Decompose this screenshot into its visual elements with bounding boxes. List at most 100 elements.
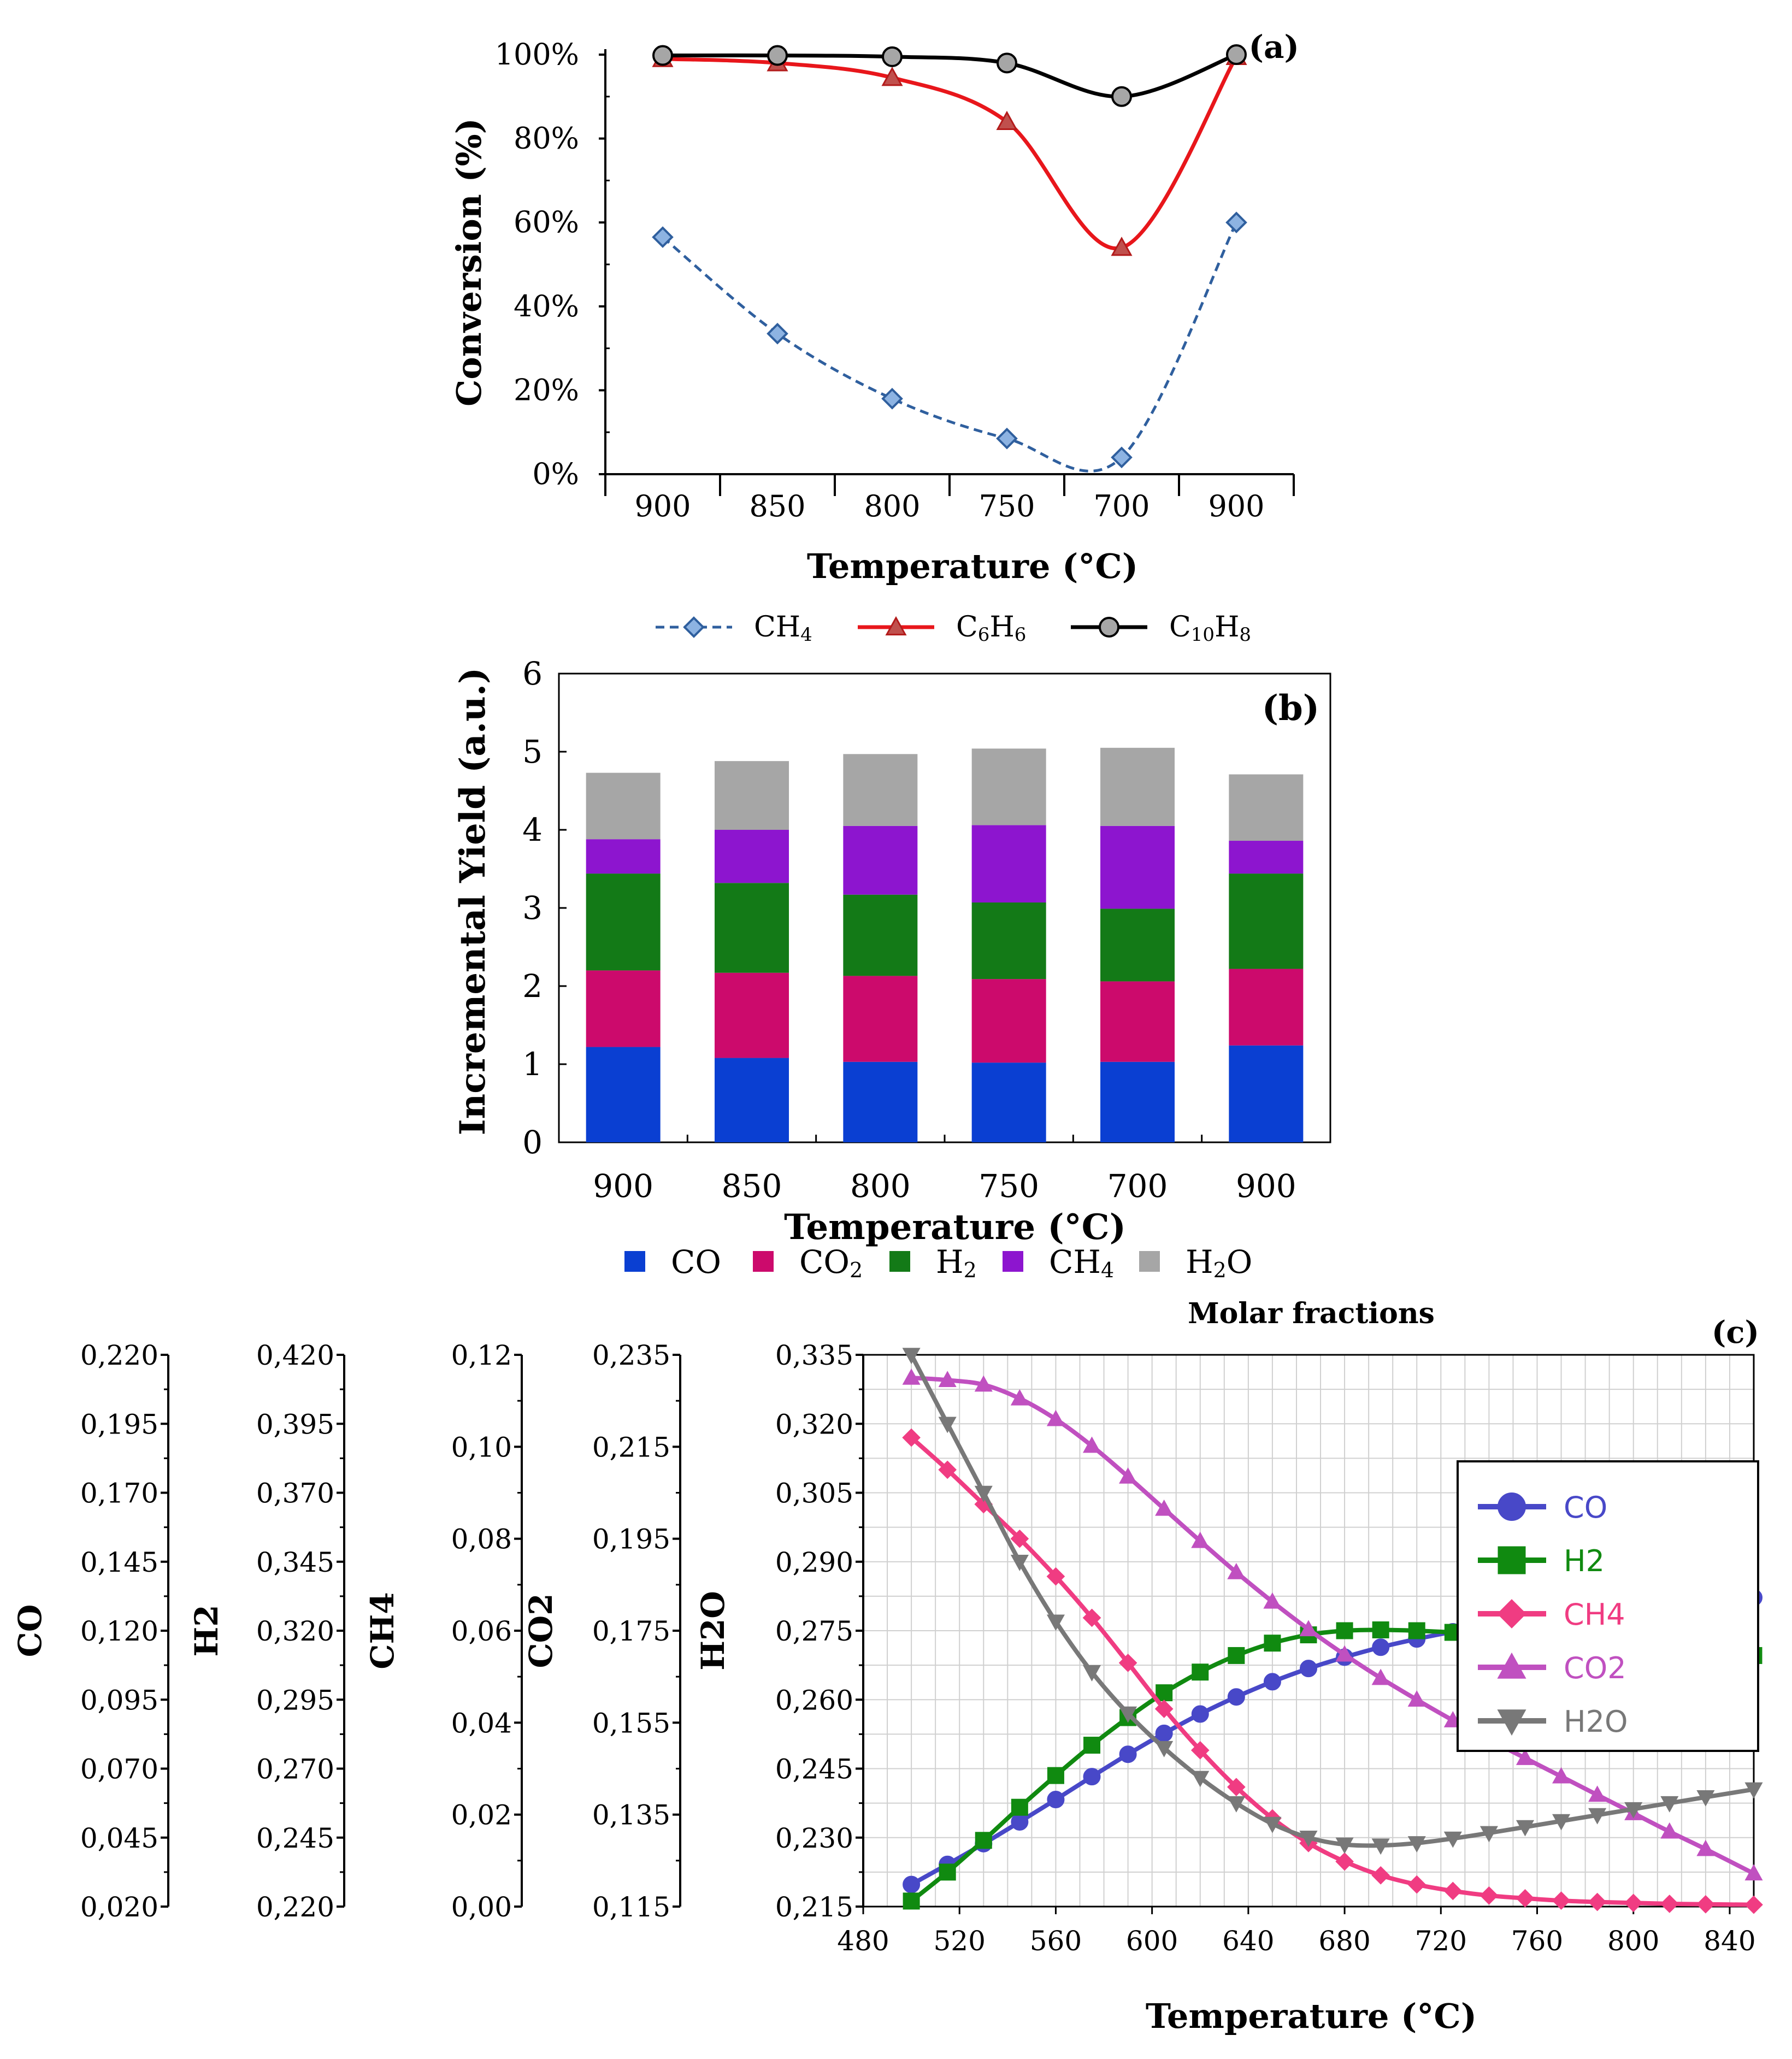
- panel-c-point-ch4: [938, 1460, 957, 1479]
- panel-c-legend-label-co: CO: [1564, 1490, 1607, 1525]
- panel-c-y-tick-label-h2: 0,420: [256, 1340, 334, 1371]
- panel-a-y-tick-label: 20%: [514, 373, 579, 407]
- panel-c-point-h2: [1011, 1798, 1028, 1816]
- panel-c-y-tick-label-co2: 0,135: [592, 1800, 670, 1831]
- panel-b-bar-ch4: [843, 825, 918, 895]
- panel-b-bar-co: [843, 1061, 918, 1142]
- panel-a-point-c6h6: [996, 110, 1018, 130]
- panel-c-y-tick-label-co: 0,070: [80, 1754, 158, 1785]
- panel-c-point-co2: [1371, 1668, 1390, 1685]
- panel-c-legend-label-h2: H2: [1564, 1544, 1605, 1578]
- panel-b-y-tick-label: 2: [522, 967, 543, 1005]
- panel-c-point-co2: [1119, 1467, 1137, 1484]
- panel-c-point-h2: [939, 1863, 956, 1881]
- panel-a-point-ch4: [652, 226, 674, 248]
- panel-b-bar-co2: [586, 970, 661, 1047]
- panel-b-bar-h2: [586, 874, 661, 971]
- panel-b-x-tick-label: 850: [722, 1167, 782, 1205]
- panel-c-y-tick-label-h2: 0,270: [256, 1754, 334, 1785]
- panel-c-y-axis-title-h2: H2: [188, 1604, 225, 1656]
- panel-a-point-c6h6: [881, 67, 903, 86]
- panel-b-y-tick-label: 5: [522, 733, 543, 770]
- panel-c-y-tick-label-co2: 0,175: [592, 1615, 670, 1647]
- panel-c-y-tick-label-h2o: 0,215: [775, 1891, 853, 1923]
- panel-b-bar-co2: [715, 972, 789, 1058]
- panel-c-point-h2o: [902, 1348, 921, 1365]
- panel-c-point-co2: [938, 1371, 957, 1387]
- panel-c-point-h2: [975, 1832, 992, 1849]
- panel-a-x-tick-label: 900: [634, 489, 691, 523]
- panel-b-legend-label-co: CO: [671, 1243, 721, 1281]
- panel-b-legend-swatch-co: [624, 1251, 645, 1272]
- panel-b-bar-h2o: [1229, 774, 1304, 841]
- panel-b-x-tick-label: 700: [1107, 1167, 1168, 1205]
- panel-c-point-co2: [1299, 1620, 1318, 1637]
- panel-c-point-ch4: [902, 1428, 921, 1447]
- panel-c-y-tick-label-co: 0,195: [80, 1408, 158, 1440]
- panel-c-y-tick-label-h2o: 0,260: [775, 1684, 853, 1716]
- panel-a-y-tick-label: 40%: [514, 289, 579, 323]
- panel-c-y-tick-label-h2: 0,395: [256, 1408, 334, 1440]
- panel-c-y-tick-label-co2: 0,115: [592, 1891, 670, 1923]
- panel-b-y-tick-label: 0: [522, 1124, 543, 1161]
- panel-c-point-h2o: [1660, 1796, 1679, 1813]
- panel-c-point-ch4: [1443, 1881, 1463, 1901]
- panel-c-y-axis-title-co2: CO2: [522, 1593, 559, 1668]
- panel-b-bar-h2: [715, 883, 789, 973]
- panel-c-y-tick-label-ch4: 0,08: [451, 1524, 512, 1555]
- panel-c-point-h2o: [938, 1417, 957, 1433]
- panel-b-bar-co2: [843, 976, 918, 1062]
- panel-b-bar-ch4: [715, 830, 789, 883]
- panel-a-point-c10h8: [1226, 44, 1247, 65]
- panel-b-bar-h2o: [971, 748, 1046, 825]
- panel-c-legend: CO H2 CH4 CO2 H2O: [1457, 1460, 1759, 1752]
- panel-c-point-co2: [1660, 1822, 1679, 1839]
- panel-a-point-c10h8: [882, 46, 903, 67]
- panel-c-point-h2o: [1119, 1706, 1137, 1723]
- panel-a-legend-label-c10h8: C10H8: [1169, 611, 1251, 646]
- panel-c-point-co2: [1588, 1785, 1607, 1802]
- panel-c-y-tick-label-h2o: 0,245: [775, 1754, 853, 1785]
- panel-c-x-tick-label: 680: [1318, 1925, 1370, 1957]
- panel-c-point-h2o: [1552, 1814, 1571, 1831]
- panel-c-y-tick-label-co2: 0,215: [592, 1431, 670, 1463]
- panel-c-legend-label-co2: CO2: [1564, 1651, 1626, 1685]
- panel-c-y-tick-label-h2o: 0,290: [775, 1547, 853, 1578]
- panel-c-point-h2o: [1263, 1816, 1282, 1833]
- panel-c-point-h2: [1408, 1622, 1425, 1639]
- panel-c-x-tick-label: 520: [933, 1925, 985, 1957]
- panel-b-legend-swatch-h2: [889, 1251, 910, 1272]
- panel-b-bar-h2: [843, 894, 918, 976]
- panel-c-x-axis-title: Temperature (°C): [1146, 1996, 1477, 2036]
- panel-c-point-co2: [1155, 1499, 1174, 1516]
- panel-a-point-c10h8: [767, 45, 788, 66]
- panel-b-legend: CO CO2 H2 CH4 H2O: [624, 1243, 1252, 1282]
- panel-c-y-tick-label-co2: 0,155: [592, 1707, 670, 1739]
- panel-c-point-co: [1263, 1673, 1281, 1691]
- panel-c-point-ch4: [1744, 1895, 1763, 1914]
- panel-c: 0,020 0,045 0,070 0,095 0,120 0,145 0,170 0,195…: [11, 1297, 1763, 2036]
- panel-c-point-ch4: [1660, 1895, 1679, 1913]
- panel-c-point-co2: [1046, 1409, 1065, 1426]
- panel-a-x-tick-label: 900: [1208, 489, 1264, 523]
- panel-b-legend-swatch-co2: [753, 1251, 774, 1272]
- panel-c-legend-marker-co2: [1497, 1652, 1526, 1679]
- panel-c-point-h2o: [1335, 1837, 1354, 1854]
- panel-c-y-tick-label-h2: 0,295: [256, 1684, 334, 1716]
- panel-c-point-ch4: [1082, 1608, 1101, 1627]
- panel-b-bar-co: [971, 1063, 1046, 1142]
- panel-a: 0% 20% 40% 60% 80% 100% 900 850 800 750 700 900 (a)…: [449, 28, 1299, 646]
- panel-c-point-co: [1191, 1705, 1209, 1723]
- panel-c-point-ch4: [1552, 1891, 1571, 1910]
- panel-c-x-tick-label: 720: [1415, 1925, 1467, 1957]
- panel-c-point-co2: [1696, 1839, 1715, 1856]
- panel-b-x-tick-label: 900: [1236, 1167, 1296, 1205]
- panel-c-point-ch4: [1190, 1741, 1210, 1760]
- panel-c-y-tick-label-co: 0,220: [80, 1340, 158, 1371]
- panel-a-x-tick-label: 850: [749, 489, 805, 523]
- panel-b-bar-co2: [1100, 981, 1175, 1062]
- panel-c-point-ch4: [1046, 1567, 1065, 1586]
- panel-c-y-tick-label-ch4: 0,02: [451, 1800, 512, 1831]
- panel-a-legend-label-c6h6: C6H6: [956, 611, 1026, 646]
